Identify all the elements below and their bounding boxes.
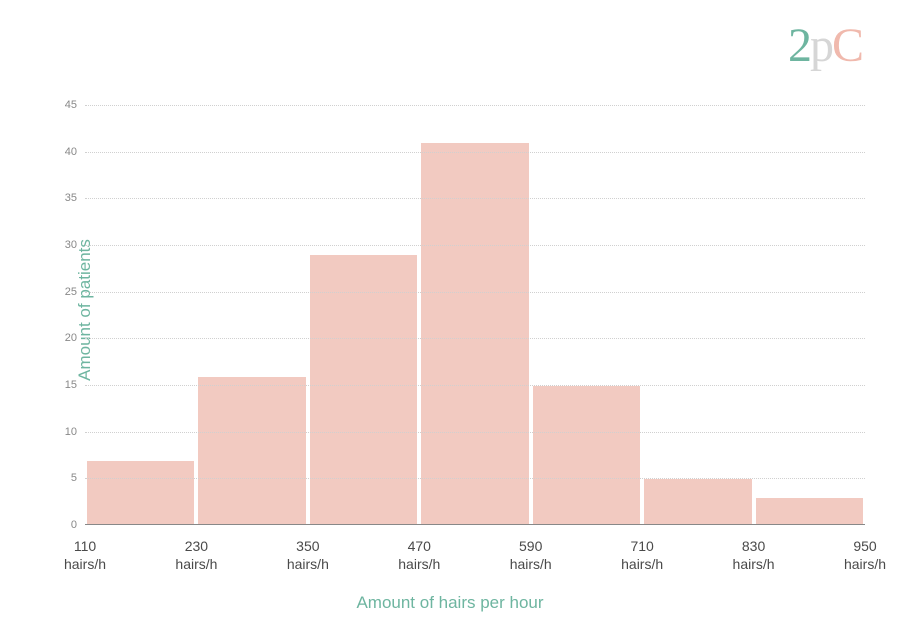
histogram-bar	[755, 497, 864, 525]
x-tick-value: 590	[519, 538, 542, 554]
y-tick-label: 15	[65, 379, 77, 391]
grid-line	[85, 198, 865, 199]
x-tick-value: 350	[296, 538, 319, 554]
x-tick-unit: hairs/h	[268, 555, 348, 573]
histogram-bar	[197, 376, 306, 525]
y-tick-label: 45	[65, 99, 77, 111]
x-tick-label: 470hairs/h	[379, 537, 459, 573]
y-tick-label: 0	[71, 519, 77, 531]
grid-line	[85, 105, 865, 106]
x-tick-value: 710	[630, 538, 653, 554]
bars-container	[85, 105, 865, 525]
x-tick-label: 590hairs/h	[491, 537, 571, 573]
x-tick-label: 710hairs/h	[602, 537, 682, 573]
x-tick-value: 950	[853, 538, 876, 554]
histogram-bar	[86, 460, 195, 525]
x-tick-value: 830	[742, 538, 765, 554]
x-tick-value: 110	[74, 538, 96, 554]
histogram-bar	[309, 254, 418, 525]
y-tick-label: 35	[65, 192, 77, 204]
x-tick-unit: hairs/h	[379, 555, 459, 573]
logo: 2pC	[788, 22, 862, 70]
x-tick-unit: hairs/h	[45, 555, 125, 573]
logo-seg-3: C	[832, 19, 862, 72]
logo-seg-1: 2	[788, 19, 810, 72]
x-tick-unit: hairs/h	[825, 555, 900, 573]
x-tick-label: 950hairs/h	[825, 537, 900, 573]
grid-line	[85, 292, 865, 293]
plot-area: 051015202530354045110hairs/h230hairs/h35…	[85, 105, 865, 525]
x-axis-baseline	[85, 524, 865, 525]
x-tick-label: 830hairs/h	[714, 537, 794, 573]
histogram-bar	[643, 478, 752, 525]
y-tick-label: 5	[71, 472, 77, 484]
y-tick-label: 10	[65, 426, 77, 438]
y-tick-label: 40	[65, 146, 77, 158]
x-tick-label: 110hairs/h	[45, 537, 125, 573]
grid-line	[85, 152, 865, 153]
logo-seg-2: p	[810, 19, 832, 72]
x-tick-value: 230	[185, 538, 208, 554]
x-tick-unit: hairs/h	[714, 555, 794, 573]
y-tick-label: 30	[65, 239, 77, 251]
x-tick-label: 230hairs/h	[156, 537, 236, 573]
x-tick-unit: hairs/h	[602, 555, 682, 573]
chart-canvas: 2pC Amount of patients Amount of hairs p…	[0, 0, 900, 637]
grid-line	[85, 385, 865, 386]
histogram-bar	[420, 142, 529, 525]
x-axis-label: Amount of hairs per hour	[0, 593, 900, 613]
y-tick-label: 20	[65, 332, 77, 344]
histogram-bar	[532, 385, 641, 525]
x-tick-unit: hairs/h	[491, 555, 571, 573]
x-tick-label: 350hairs/h	[268, 537, 348, 573]
y-tick-label: 25	[65, 286, 77, 298]
x-tick-value: 470	[408, 538, 431, 554]
grid-line	[85, 478, 865, 479]
grid-line	[85, 245, 865, 246]
grid-line	[85, 432, 865, 433]
x-tick-unit: hairs/h	[156, 555, 236, 573]
grid-line	[85, 338, 865, 339]
